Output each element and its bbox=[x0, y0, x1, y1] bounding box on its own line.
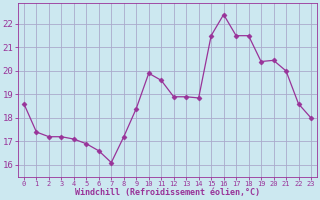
X-axis label: Windchill (Refroidissement éolien,°C): Windchill (Refroidissement éolien,°C) bbox=[75, 188, 260, 197]
